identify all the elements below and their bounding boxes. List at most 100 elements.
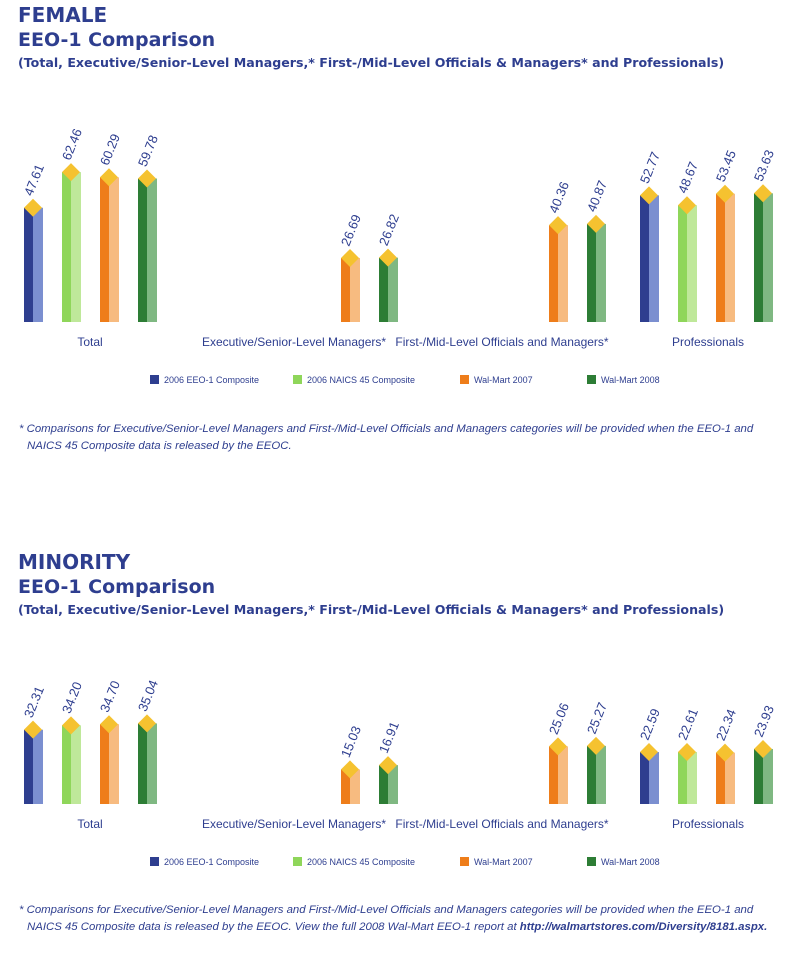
bar-2-2 [549,737,568,804]
legend-swatch [293,857,302,866]
data-label: 22.34 [713,707,739,743]
minority-chart-title: EEO-1 Comparison [18,576,216,598]
bar-cap-diamond [62,716,80,735]
category-label: Professionals [672,335,744,349]
category-label: First-/Mid-Level Officials and Managers* [395,817,609,831]
bar-front [549,225,558,322]
bar-side [350,769,360,804]
legend-label: Wal-Mart 2007 [474,375,533,385]
bar-front [549,746,558,804]
category-label: Total [77,335,102,349]
bar-front [341,257,350,322]
data-label: 15.03 [338,724,364,760]
bar-cap-diamond [138,714,156,733]
data-label: 32.31 [21,684,47,720]
bar-3-2 [716,184,735,322]
bar-front [716,193,725,322]
data-label: 40.87 [584,178,610,214]
bar-cap-diamond [754,184,772,203]
legend-label: 2006 NAICS 45 Composite [307,857,415,867]
category-label: Executive/Senior-Level Managers* [202,817,386,831]
bar-0-2 [100,715,119,804]
bar-front [716,752,725,804]
bar-0-2 [100,168,119,322]
legend-item: Wal-Mart 2008 [587,857,660,867]
data-label: 35.04 [135,678,161,714]
bar-3-1 [678,196,697,322]
bar-side [109,724,119,804]
bar-side [763,193,773,322]
data-label: 40.36 [546,179,572,215]
minority-chart-subtitle: (Total, Executive/Senior-Level Managers,… [18,602,725,617]
bar-cap-diamond [640,186,658,205]
legend-label: 2006 NAICS 45 Composite [307,375,415,385]
bar-1-3 [379,248,398,322]
legend-item: 2006 NAICS 45 Composite [293,375,415,385]
bar-side [725,752,735,804]
legend-label: Wal-Mart 2008 [601,857,660,867]
bar-front [587,223,596,322]
bar-front [640,195,649,322]
legend-swatch [460,375,469,384]
category-label: Professionals [672,817,744,831]
bar-front [678,751,687,804]
bar-cap-diamond [24,720,42,739]
legend-label: 2006 EEO-1 Composite [164,857,259,867]
legend-label: Wal-Mart 2007 [474,857,533,867]
bar-cap-diamond [138,169,156,188]
bar-front [62,172,71,322]
bar-front [24,729,33,804]
bar-cap-diamond [587,736,605,755]
data-label: 34.20 [59,680,85,716]
bar-side [649,195,659,322]
bar-front [678,205,687,322]
bar-0-1 [62,716,81,804]
bar-cap-diamond [716,184,734,203]
minority-bar-chart: 32.31 22.59 34.20 22.61 34.70 15.03 25.06 22.34… [21,678,777,867]
bar-front [587,745,596,804]
bar-cap-diamond [341,760,359,779]
bar-3-3 [754,184,773,322]
bar-side [388,765,398,804]
data-label: 52.77 [637,150,663,186]
bar-3-3 [754,739,773,804]
bar-3-2 [716,743,735,804]
bar-side [687,205,697,322]
bar-front [100,177,109,322]
bar-1-2 [341,760,360,804]
bar-side [71,725,81,804]
data-label: 53.63 [751,148,777,184]
bar-side [147,178,157,322]
bar-3-1 [678,742,697,804]
minority-footnote-text: NAICS 45 Composite data is released by t… [27,921,517,933]
data-label: 48.67 [675,160,701,196]
minority-section: MINORITY EEO-1 Comparison (Total, Execut… [0,547,807,956]
bar-cap-diamond [549,216,567,235]
bar-2-3 [587,214,606,322]
bar-side [350,257,360,322]
data-label: 26.82 [376,212,402,248]
minority-title: MINORITY [18,550,131,574]
bar-front [754,193,763,322]
bar-0-0 [24,198,43,322]
bar-side [147,723,157,804]
bar-cap-diamond [640,743,658,762]
legend-item: Wal-Mart 2007 [460,375,533,385]
bar-front [379,257,388,322]
report-link[interactable]: http://walmartstores.com/Diversity/8181.… [519,921,768,933]
data-label: 47.61 [21,162,47,198]
minority-footnote: * Comparisons for Executive/Senior-Level… [19,902,779,936]
female-footnote: * Comparisons for Executive/Senior-Level… [19,421,779,455]
bar-front [138,178,147,322]
data-label: 34.70 [97,679,123,715]
bar-front [640,752,649,804]
bar-front [754,748,763,804]
legend-label: Wal-Mart 2008 [601,375,660,385]
bar-cap-diamond [716,743,734,762]
data-label: 25.06 [546,701,572,737]
bar-3-0 [640,186,659,322]
bar-cap-diamond [678,196,696,215]
data-label: 59.78 [135,133,161,169]
legend-swatch [587,857,596,866]
bar-side [71,172,81,322]
